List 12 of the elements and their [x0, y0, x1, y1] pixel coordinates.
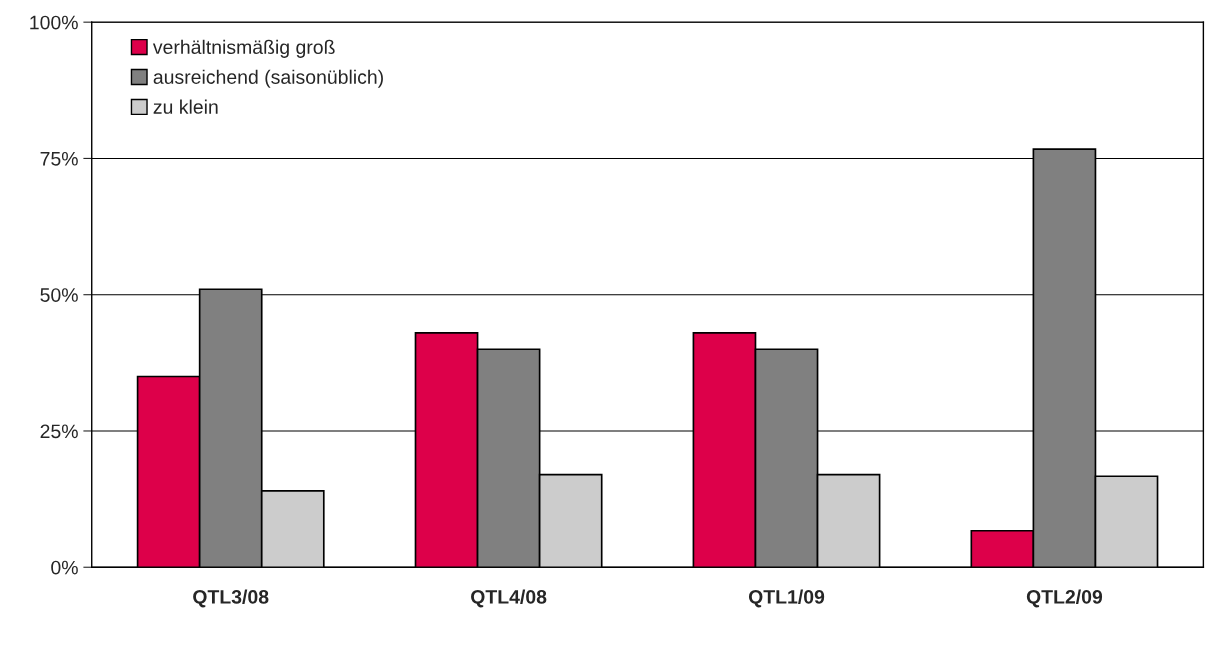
x-tick-label: QTL4/08	[471, 589, 547, 608]
y-tick-label: 100%	[30, 15, 78, 30]
legend-label: verhältnismäßig groß	[152, 39, 335, 58]
y-tick-label: 0%	[51, 560, 78, 575]
legend-label: ausreichend (saisonüblich)	[153, 69, 383, 88]
x-tick-label: QTL1/09	[748, 589, 825, 608]
x-tick-label: QTL3/08	[193, 589, 269, 608]
x-tick-label: QTL2/09	[1026, 589, 1103, 608]
legend-label: zu klein	[153, 99, 218, 114]
y-tick-label: 25%	[40, 424, 78, 439]
y-tick-label: 50%	[40, 288, 78, 302]
y-tick-label: 75%	[40, 151, 78, 166]
